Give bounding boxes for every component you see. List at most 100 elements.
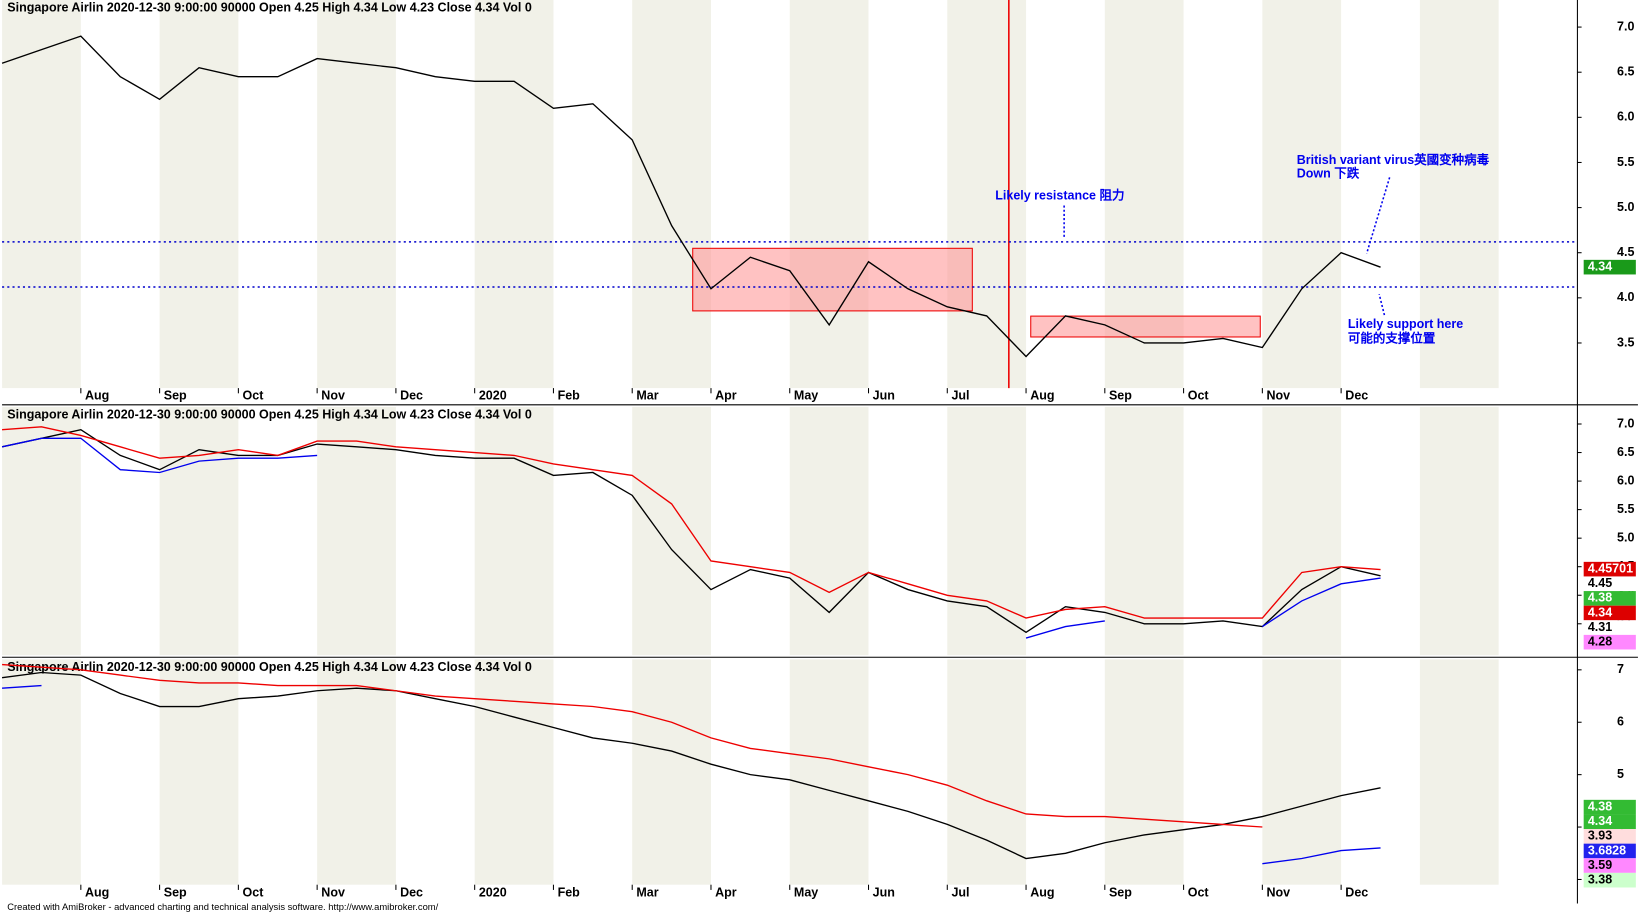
price-tag-label: 4.45	[1588, 576, 1612, 590]
price-tag-label: 4.34	[1588, 605, 1612, 619]
price-tag-label: 4.34	[1588, 259, 1612, 273]
month-band	[474, 406, 554, 656]
x-tick-label: Dec	[400, 389, 423, 403]
x-tick-label: Aug	[1030, 389, 1054, 403]
price-tag-label: 4.31	[1588, 620, 1612, 634]
month-band	[1419, 406, 1499, 656]
price-tag	[1583, 634, 1636, 650]
month-band	[1104, 659, 1184, 885]
price-tag	[1583, 561, 1636, 577]
annotation: British variant virus英國变种病毒	[1297, 152, 1490, 167]
consolidation-box	[1030, 315, 1261, 338]
x-tick-label: Apr	[715, 885, 737, 899]
y-tick-label: 5.5	[1617, 155, 1634, 169]
month-band	[474, 659, 554, 885]
x-tick-label: Oct	[1188, 389, 1210, 403]
price-tag-label: 4.45701	[1588, 561, 1633, 575]
x-tick-label: Oct	[243, 885, 265, 899]
price-tag	[1583, 259, 1636, 275]
x-tick-label: Oct	[243, 389, 265, 403]
price-line	[2, 684, 1381, 865]
pane-title: Singapore Airlin 2020-12-30 9:00:00 9000…	[7, 1, 532, 15]
x-tick-label: Nov	[1267, 389, 1291, 403]
y-tick-label: 7.0	[1617, 19, 1634, 33]
x-tick-label: Jul	[951, 389, 969, 403]
month-band	[2, 659, 81, 885]
annotation: 可能的支撑位置	[1348, 330, 1436, 345]
month-band	[947, 0, 1027, 389]
price-tag	[1583, 872, 1636, 888]
x-tick-label: Aug	[85, 389, 109, 403]
y-tick-label: 6	[1617, 715, 1624, 729]
annotation: Likely support here	[1348, 317, 1463, 331]
x-tick-label: Nov	[1267, 885, 1291, 899]
pane-title: Singapore Airlin 2020-12-30 9:00:00 9000…	[7, 408, 532, 422]
footer: Created with AmiBroker - advanced charti…	[7, 902, 438, 912]
y-tick-label: 6.0	[1617, 473, 1634, 487]
price-tag-label: 4.34	[1588, 814, 1612, 828]
y-tick-label: 4.0	[1617, 290, 1634, 304]
price-line	[1, 35, 1381, 358]
x-tick-label: 2020	[479, 389, 507, 403]
month-band	[789, 0, 869, 389]
price-line	[1, 671, 1381, 860]
price-tag	[1583, 843, 1636, 859]
month-band	[1262, 0, 1342, 389]
price-tag	[1583, 591, 1636, 606]
annotation: Likely resistance 阻力	[995, 187, 1124, 202]
price-tag-label: 4.38	[1588, 799, 1612, 813]
pane-title: Singapore Airlin 2020-12-30 9:00:00 9000…	[7, 660, 532, 674]
month-band	[1419, 659, 1499, 885]
annotation-arrow	[1378, 294, 1386, 316]
x-tick-label: Sep	[1109, 885, 1132, 899]
month-band	[632, 0, 711, 389]
month-band	[317, 659, 396, 885]
x-tick-label: Mar	[636, 885, 658, 899]
price-tag-label: 4.38	[1588, 591, 1612, 605]
month-band	[474, 0, 554, 389]
month-band	[947, 659, 1027, 885]
month-band	[632, 659, 711, 885]
price-tag	[1583, 605, 1636, 621]
month-band	[2, 406, 81, 656]
x-tick-label: May	[794, 885, 818, 899]
annotation-arrow	[1365, 177, 1391, 254]
price-tag-label: 3.38	[1588, 872, 1612, 886]
month-band	[632, 406, 711, 656]
x-tick-label: Nov	[321, 885, 345, 899]
price-tag	[1583, 620, 1636, 635]
price-line	[1, 429, 1381, 634]
x-tick-label: Apr	[715, 389, 737, 403]
month-band	[1104, 406, 1184, 656]
x-tick-label: Dec	[400, 885, 423, 899]
x-tick-label: Sep	[164, 885, 187, 899]
x-tick-label: Jul	[951, 885, 969, 899]
y-tick-label: 3.5	[1617, 335, 1634, 349]
y-tick-label: 7	[1617, 662, 1624, 676]
x-tick-label: Feb	[558, 389, 581, 403]
y-tick-label: 4.5	[1617, 245, 1634, 259]
month-band	[317, 0, 396, 389]
x-tick-label: Sep	[1109, 389, 1132, 403]
month-bands	[2, 0, 1499, 885]
price-tag	[1583, 799, 1636, 815]
month-band	[1262, 659, 1342, 885]
x-tick-label: Feb	[558, 885, 581, 899]
price-tag	[1583, 576, 1636, 592]
x-tick-label: Oct	[1188, 885, 1210, 899]
y-tick-label: 5.5	[1617, 502, 1634, 516]
x-tick-label: Jun	[873, 885, 895, 899]
price-tag	[1583, 858, 1636, 873]
price-line	[2, 663, 1263, 828]
price-tag-label: 4.28	[1588, 634, 1612, 648]
y-tick-label: 5.0	[1617, 530, 1634, 544]
price-tag-label: 3.93	[1588, 829, 1612, 843]
x-tick-label: May	[794, 389, 818, 403]
x-tick-label: Dec	[1345, 389, 1368, 403]
consolidation-box	[692, 247, 973, 312]
x-tick-label: Dec	[1345, 885, 1368, 899]
y-tick-label: 6.5	[1617, 65, 1634, 79]
y-tick-label: 6.0	[1617, 110, 1634, 124]
price-tag-label: 3.6828	[1588, 843, 1626, 857]
